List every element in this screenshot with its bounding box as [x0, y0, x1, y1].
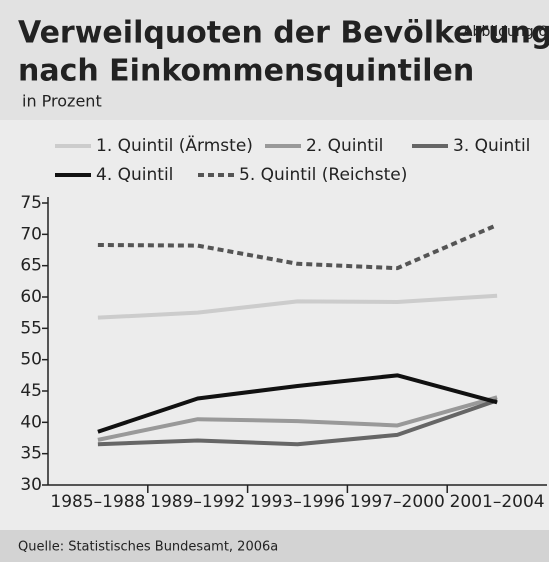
y-tick-label: 30	[20, 475, 42, 495]
title-line: nach Einkommensquintilen	[18, 54, 474, 89]
legend-label: 3. Quintil	[453, 136, 530, 156]
legend-label: 5. Quintil (Reichste)	[239, 165, 407, 185]
series-line	[97, 223, 498, 271]
legend-label: 1. Quintil (Ärmste)	[96, 135, 253, 156]
subtitle: in Prozent	[22, 92, 102, 111]
series-line	[97, 395, 498, 442]
y-tick-label: 60	[20, 287, 42, 307]
y-tick-label: 50	[20, 350, 42, 370]
legend-label: 2. Quintil	[306, 136, 383, 156]
x-tick-label: 2001–2004	[450, 492, 545, 512]
plot-bg	[0, 120, 549, 530]
footer-bg	[0, 530, 549, 562]
header-bg	[0, 0, 549, 120]
legend-label: 4. Quintil	[96, 165, 173, 185]
y-tick-label: 55	[20, 318, 42, 338]
series-line	[97, 398, 498, 447]
y-tick-label: 65	[20, 256, 42, 276]
title-line: Verweilquoten der Bevölkerung	[18, 16, 549, 51]
series-line	[97, 293, 498, 320]
source: Quelle: Statistisches Bundesamt, 2006a	[18, 540, 278, 555]
x-tick-label: 1997–2000	[350, 492, 445, 512]
x-tick-label: 1985–1988	[50, 492, 145, 512]
figure-label: Abbildung 6	[463, 24, 547, 40]
y-tick-label: 70	[20, 224, 42, 244]
y-tick-label: 35	[20, 444, 42, 464]
series-line	[97, 373, 498, 434]
x-tick-label: 1993–1996	[250, 492, 345, 512]
y-tick-label: 75	[20, 193, 42, 213]
y-tick-label: 45	[20, 381, 42, 401]
y-tick-label: 40	[20, 412, 42, 432]
x-tick-label: 1989–1992	[150, 492, 245, 512]
